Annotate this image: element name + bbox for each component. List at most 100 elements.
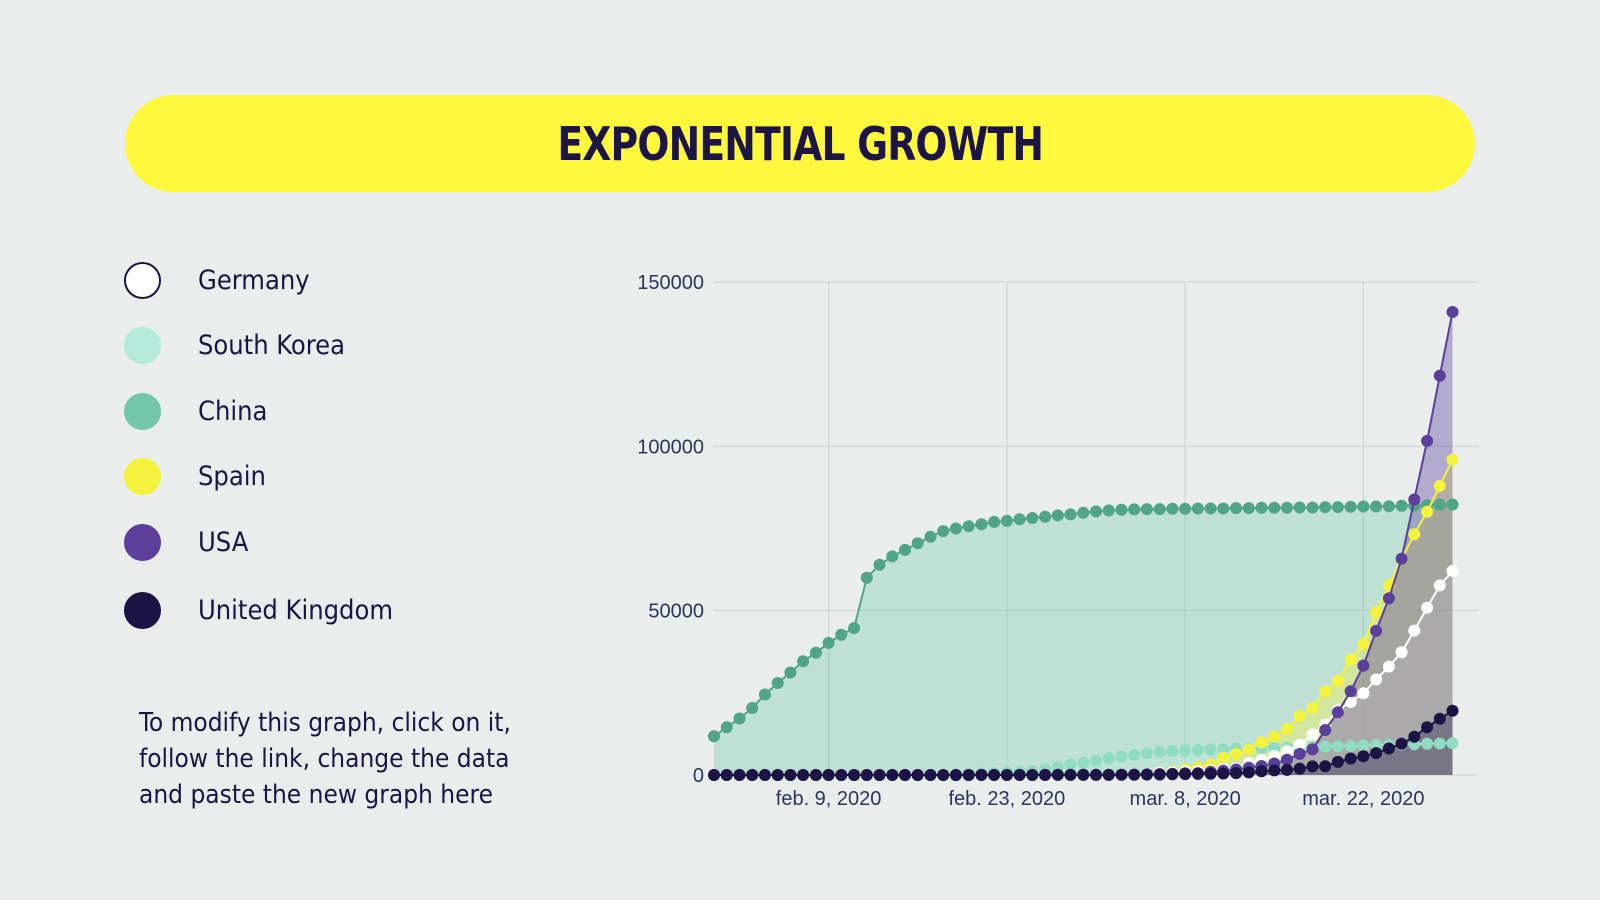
point-china xyxy=(886,550,899,563)
page-title: EXPONENTIAL GROWTH xyxy=(557,116,1044,171)
point-china xyxy=(809,646,822,659)
area-china xyxy=(714,504,1453,775)
legend-label-spain: Spain xyxy=(198,461,266,492)
legend-item-south-korea: South Korea xyxy=(124,327,345,364)
point-united-kingdom xyxy=(1319,760,1332,773)
legend-item-united-kingdom: United Kingdom xyxy=(124,592,393,629)
point-united-kingdom xyxy=(1128,768,1141,781)
point-united-kingdom xyxy=(1166,768,1179,781)
point-china xyxy=(1293,501,1306,514)
point-germany xyxy=(1433,579,1446,592)
point-spain xyxy=(1331,675,1344,687)
point-south-korea xyxy=(1102,752,1115,764)
point-united-kingdom xyxy=(784,769,797,781)
point-china xyxy=(746,702,759,714)
point-china xyxy=(822,636,835,649)
point-united-kingdom xyxy=(886,769,899,781)
point-china xyxy=(1115,503,1128,516)
point-china xyxy=(733,712,746,725)
point-china xyxy=(1395,499,1408,512)
point-spain xyxy=(1293,710,1306,722)
point-united-kingdom xyxy=(1357,750,1370,763)
point-united-kingdom xyxy=(1077,768,1090,781)
legend-dot-united-kingdom xyxy=(124,592,161,629)
point-china xyxy=(784,666,797,679)
point-united-kingdom xyxy=(1013,769,1026,781)
y-tick-label: 50000 xyxy=(648,601,704,623)
point-china xyxy=(1077,506,1090,519)
point-china xyxy=(988,515,1001,528)
y-tick-label: 0 xyxy=(693,765,704,787)
point-south-korea xyxy=(1140,747,1153,760)
point-china xyxy=(720,721,733,734)
area-united-kingdom xyxy=(714,710,1453,775)
point-spain xyxy=(1319,685,1332,698)
point-united-kingdom xyxy=(1140,768,1153,781)
point-south-korea xyxy=(1217,743,1230,756)
point-united-kingdom xyxy=(1115,768,1128,781)
point-united-kingdom xyxy=(1395,737,1408,750)
point-spain xyxy=(1306,701,1319,714)
note-line: To modify this graph, click on it, xyxy=(139,708,511,738)
point-spain xyxy=(1217,751,1230,764)
point-south-korea xyxy=(1128,749,1141,761)
point-south-korea xyxy=(1179,744,1192,757)
point-united-kingdom xyxy=(1000,769,1013,781)
point-united-kingdom xyxy=(746,769,759,781)
point-china xyxy=(1051,509,1064,522)
point-usa xyxy=(1408,493,1421,506)
point-germany xyxy=(1382,660,1395,673)
point-germany xyxy=(1293,738,1306,751)
point-germany xyxy=(1357,687,1370,700)
point-usa xyxy=(1357,659,1370,672)
point-china xyxy=(771,677,784,689)
point-united-kingdom xyxy=(1370,747,1383,760)
point-united-kingdom xyxy=(1064,768,1077,781)
point-china xyxy=(848,622,861,635)
point-china xyxy=(797,655,810,668)
point-united-kingdom xyxy=(949,769,962,781)
point-south-korea xyxy=(1064,758,1077,771)
point-united-kingdom xyxy=(835,769,848,781)
point-usa xyxy=(1446,306,1459,318)
point-united-kingdom xyxy=(975,769,988,781)
point-spain xyxy=(1433,479,1446,492)
point-spain xyxy=(1230,748,1243,760)
point-germany xyxy=(1395,646,1408,659)
point-south-korea xyxy=(1344,739,1357,752)
point-china xyxy=(758,688,771,701)
point-china xyxy=(1026,512,1039,524)
point-united-kingdom xyxy=(797,769,810,781)
point-germany xyxy=(1408,624,1421,637)
point-united-kingdom xyxy=(1217,767,1230,780)
point-china xyxy=(1306,501,1319,514)
legend-item-china: China xyxy=(124,393,267,430)
point-south-korea xyxy=(1115,750,1128,763)
point-united-kingdom xyxy=(1204,767,1217,780)
point-china xyxy=(899,543,911,556)
point-china xyxy=(1204,502,1217,515)
point-united-kingdom xyxy=(720,769,733,781)
legend-label-germany: Germany xyxy=(198,265,310,296)
point-spain xyxy=(1408,528,1421,541)
point-germany xyxy=(1281,745,1293,758)
point-usa xyxy=(1331,706,1344,719)
point-south-korea xyxy=(1077,756,1090,769)
point-germany xyxy=(1446,564,1459,577)
point-spain xyxy=(1242,743,1255,756)
point-spain xyxy=(1344,653,1357,666)
point-china xyxy=(708,730,720,743)
point-china xyxy=(1191,502,1204,515)
point-united-kingdom xyxy=(1306,760,1319,773)
point-china xyxy=(1000,514,1013,527)
point-china xyxy=(1153,503,1166,516)
point-south-korea xyxy=(1319,740,1332,753)
point-united-kingdom xyxy=(962,769,975,781)
area-usa xyxy=(714,312,1453,775)
point-germany xyxy=(1306,728,1319,741)
point-usa xyxy=(1433,369,1446,382)
point-china xyxy=(1013,513,1026,526)
point-germany xyxy=(1344,696,1357,708)
point-usa xyxy=(1395,552,1408,565)
